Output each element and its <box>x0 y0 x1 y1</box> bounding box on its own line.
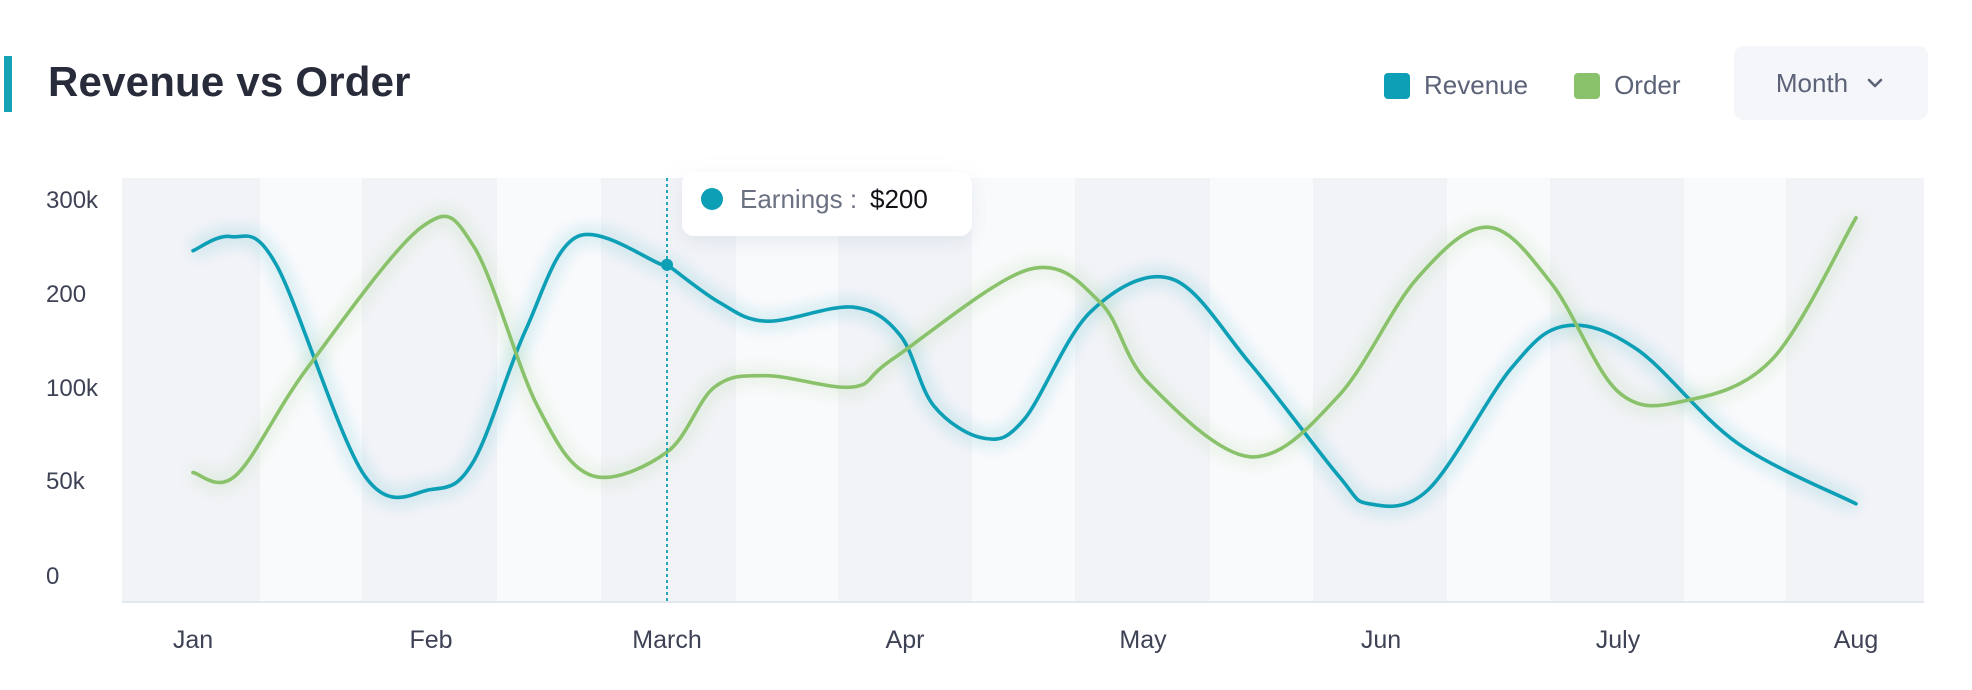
x-tick-label: Feb <box>409 626 452 654</box>
tooltip-label: Earnings : <box>740 184 857 214</box>
x-tick-label: Jan <box>173 626 213 654</box>
grid-band <box>497 178 601 602</box>
y-tick-label: 50k <box>46 468 86 495</box>
tooltip: Earnings : $200 <box>682 172 972 236</box>
y-axis-ticks: 0 50k 100k 200 300k <box>46 187 99 590</box>
x-tick-label: May <box>1119 626 1167 654</box>
grid-bands <box>122 178 1924 602</box>
x-tick-label: Aug <box>1834 626 1878 654</box>
grid-band <box>260 178 362 602</box>
grid-band <box>972 178 1075 602</box>
y-tick-label: 100k <box>46 375 99 402</box>
x-tick-label: July <box>1596 626 1641 654</box>
x-tick-label: March <box>632 626 701 654</box>
grid-band <box>1075 178 1210 602</box>
y-tick-label: 0 <box>46 563 59 590</box>
tooltip-value: $200 <box>870 184 928 214</box>
grid-band <box>1786 178 1924 602</box>
grid-band <box>1313 178 1447 602</box>
x-axis-ticks: Jan Feb March Apr May Jun July Aug <box>173 626 1878 654</box>
x-tick-label: Jun <box>1361 626 1401 654</box>
y-tick-label: 200 <box>46 281 86 308</box>
hover-point[interactable] <box>661 259 673 271</box>
grid-band <box>1210 178 1313 602</box>
x-tick-label: Apr <box>886 626 925 654</box>
tooltip-dot-icon <box>701 188 723 210</box>
y-tick-label: 300k <box>46 187 99 214</box>
